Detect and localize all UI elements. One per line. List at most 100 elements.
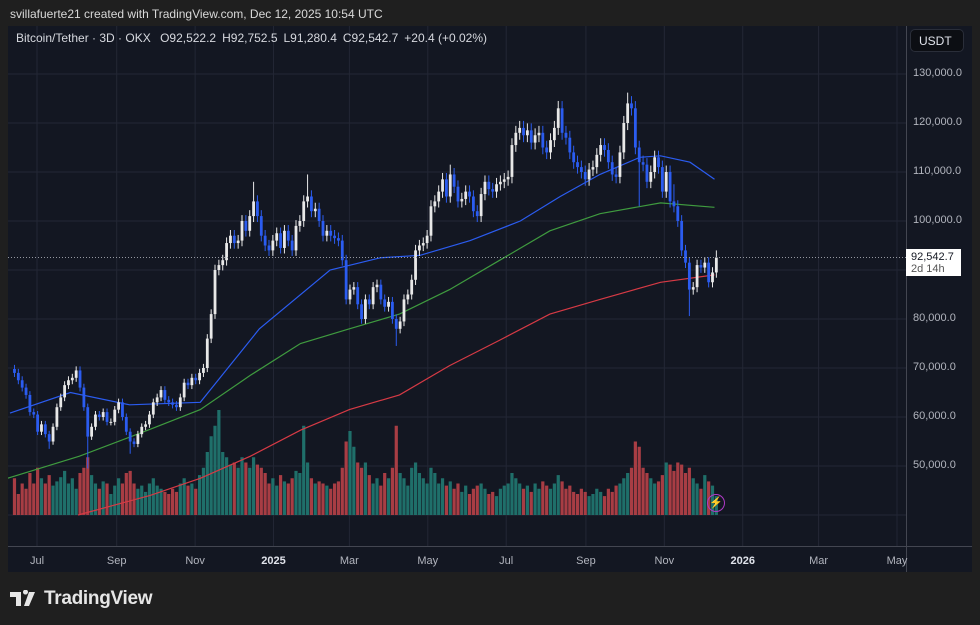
volume-bar — [383, 473, 387, 515]
candle-body — [97, 414, 101, 417]
volume-bar — [672, 470, 676, 515]
candle-body — [236, 240, 240, 244]
candle-body — [337, 238, 340, 241]
candle-body — [664, 172, 668, 192]
volume-bar — [255, 464, 260, 515]
moving-average-blue — [9, 155, 715, 414]
currency-button[interactable]: USDT — [910, 29, 964, 52]
volume-bar — [151, 478, 155, 515]
volume-bar — [475, 485, 479, 515]
candle-body — [105, 412, 109, 422]
time-tick-label: Mar — [809, 555, 829, 567]
volume-bar — [113, 485, 117, 515]
volume-bar — [90, 475, 94, 515]
volume-bar — [159, 488, 163, 515]
symbol-name[interactable]: Bitcoin/Tether · 3D · OKX — [16, 31, 151, 45]
price-tick-label: 110,000.0 — [913, 165, 962, 177]
candle-body — [707, 262, 711, 283]
volume-bar — [24, 488, 28, 515]
volume-bar — [687, 467, 691, 515]
volume-bar — [359, 467, 364, 515]
volume-bar — [626, 473, 630, 515]
price-tick-label: 120,000.0 — [913, 116, 962, 128]
volume-bar — [425, 483, 429, 515]
volume-bar — [244, 462, 248, 515]
candle-body — [259, 216, 263, 236]
volume-bar — [452, 488, 456, 515]
candle-body — [352, 287, 356, 290]
moving-average-red — [77, 274, 715, 516]
candle-body — [306, 196, 309, 202]
volume-bar — [348, 431, 352, 515]
volume-bar — [514, 478, 518, 515]
volume-bar — [583, 491, 587, 515]
volume-bar — [440, 478, 445, 515]
volume-bar — [182, 478, 186, 515]
legend-close: C92,542.7 — [342, 31, 399, 45]
candle-body — [256, 201, 259, 217]
volume-bar — [294, 470, 298, 515]
candle-body — [560, 108, 564, 133]
volume-bar — [275, 485, 279, 515]
lightning-icon[interactable]: ⚡ — [707, 494, 725, 512]
candle-body — [695, 265, 699, 288]
candle-body — [186, 382, 190, 386]
volume-bar — [521, 488, 526, 515]
chart-panel[interactable] — [8, 26, 972, 572]
candle-body — [637, 147, 641, 163]
volume-bar — [653, 483, 657, 515]
volume-bar — [43, 483, 47, 515]
volume-bar — [641, 467, 645, 515]
time-tick-label: 2025 — [261, 555, 286, 567]
volume-bar — [136, 488, 140, 515]
time-tick-label: Sep — [576, 555, 596, 567]
candle-body — [603, 145, 606, 150]
candle-body — [676, 206, 680, 221]
tradingview-logo: TradingView — [10, 588, 153, 610]
volume-bar — [467, 494, 472, 515]
candle-body — [213, 270, 217, 315]
candle-body — [703, 262, 707, 268]
volume-bar — [483, 488, 487, 515]
candle-body — [94, 414, 97, 427]
candle-body — [217, 265, 221, 270]
volume-bar — [413, 462, 418, 515]
candle-body — [510, 145, 514, 177]
candle-body — [279, 233, 282, 248]
candle-body — [668, 172, 672, 202]
candle-body — [313, 208, 317, 212]
volume-bar — [213, 425, 217, 515]
volume-bar — [217, 410, 221, 515]
volume-bar — [59, 477, 63, 515]
volume-bar — [325, 485, 329, 515]
candle-body — [13, 368, 16, 373]
volume-bar — [572, 491, 576, 515]
candle-body — [317, 208, 321, 221]
volume-bar — [124, 473, 128, 515]
volume-bar — [240, 457, 244, 515]
candle-body — [159, 390, 163, 398]
time-tick-label: Jul — [29, 555, 45, 567]
volume-bar — [491, 491, 495, 515]
candle-body — [55, 407, 59, 427]
volume-bar — [606, 488, 610, 515]
volume-bar — [610, 491, 614, 515]
volume-bar — [683, 473, 688, 515]
candle-body — [506, 176, 510, 180]
price-tick-label: 60,000.0 — [913, 410, 956, 422]
tradingview-logo-icon — [10, 590, 35, 606]
candle-body — [151, 402, 155, 415]
volume-bar — [155, 485, 159, 515]
candle-body — [175, 404, 178, 408]
candle-body — [375, 284, 379, 288]
volume-bar — [82, 467, 86, 515]
volume-bar — [498, 488, 502, 515]
volume-bar — [487, 494, 491, 515]
time-tick-label: Nov — [654, 555, 675, 567]
volume-bar — [386, 478, 391, 515]
volume-bar — [86, 457, 90, 515]
volume-bar — [163, 491, 167, 515]
volume-bar — [379, 485, 383, 515]
candle-body — [626, 103, 630, 123]
